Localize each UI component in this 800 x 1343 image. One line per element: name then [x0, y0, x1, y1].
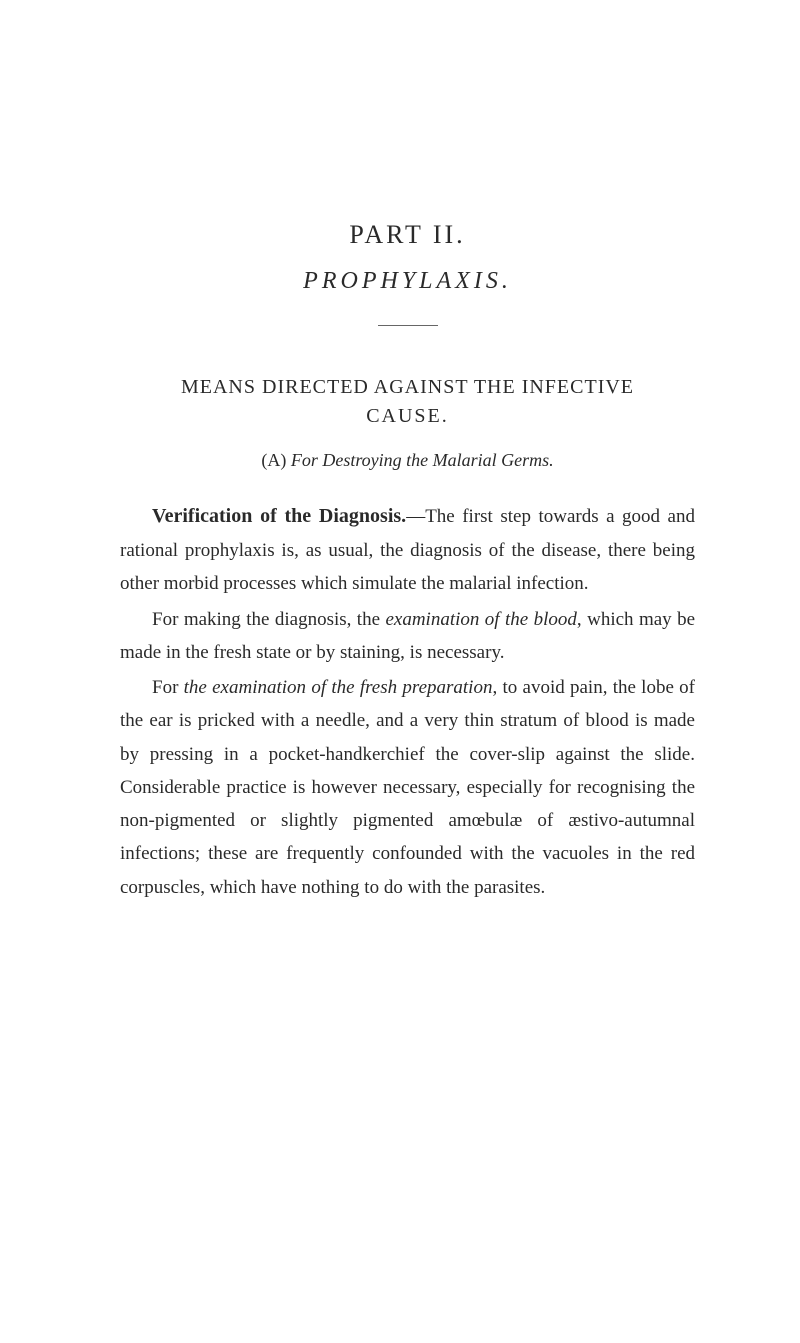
para3-rest: , to avoid pain, the lobe of the ear is …: [120, 677, 695, 898]
paragraph-3: For the examination of the fresh prepara…: [120, 671, 695, 904]
paragraph-2: For making the diagnosis, the examinatio…: [120, 603, 695, 670]
para2-start: For making the diagnosis, the: [152, 609, 385, 630]
para3-start: For: [152, 677, 184, 698]
subsection: (A) For Destroying the Malarial Germs.: [120, 450, 695, 471]
para2-italic: examination of the blood: [385, 609, 576, 630]
subsection-label: (A): [261, 450, 286, 470]
body-text: Verification of the Diagnosis.—The first…: [120, 499, 695, 904]
para3-italic: the examination of the fresh preparation: [184, 677, 493, 698]
part-title: PART II.: [120, 220, 695, 250]
section-heading-line1: MEANS DIRECTED AGAINST THE INFECTIVE: [120, 376, 695, 399]
divider: [378, 325, 438, 326]
subsection-text: For Destroying the Malarial Germs.: [291, 450, 554, 470]
section-heading-line2: CAUSE.: [120, 405, 695, 428]
subtitle: PROPHYLAXIS.: [120, 268, 695, 295]
paragraph-1: Verification of the Diagnosis.—The first…: [120, 499, 695, 601]
verification-heading: Verification of the Diagnosis.: [152, 505, 406, 527]
